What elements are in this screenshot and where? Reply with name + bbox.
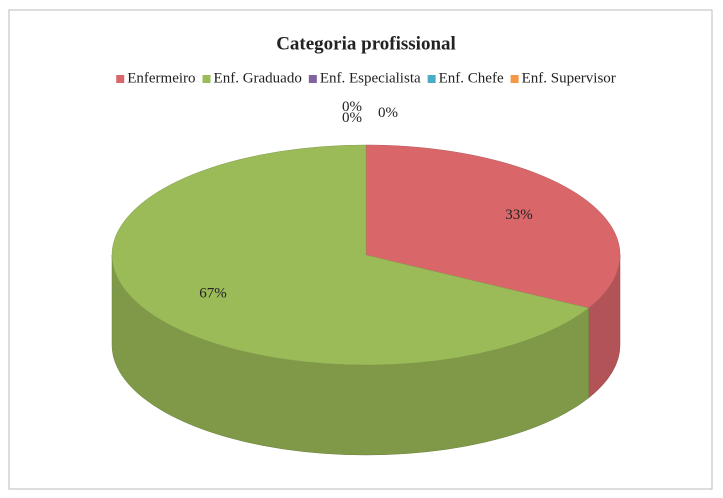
data-label: 0% [342,99,362,115]
legend-swatch [427,75,436,83]
legend: Enfermeiro Enf. Graduado Enf. Especialista… [116,70,616,86]
legend-label: Enf. Graduado [214,70,302,86]
pie-slice [111,144,590,366]
legend-swatch [308,75,317,83]
legend-swatch [510,75,519,83]
data-label: 0% [378,105,398,121]
legend-swatch [202,75,211,83]
legend-label: Enf. Especialista [320,70,421,86]
legend-label: Enfermeiro [127,70,195,86]
chart-title: Categoria profissional [276,33,456,54]
pie-tops [111,144,621,366]
legend-swatch [116,75,125,83]
legend-label: Enf. Chefe [439,70,504,86]
data-label: 0% [342,110,362,126]
data-label: 33% [505,207,533,223]
data-labels: 33%67%0%0% 0% [199,99,533,301]
data-label: 67% [199,286,227,302]
pie-sides [111,254,621,456]
legend-label: Enf. Supervisor [522,70,616,86]
pie-slice [365,144,621,309]
